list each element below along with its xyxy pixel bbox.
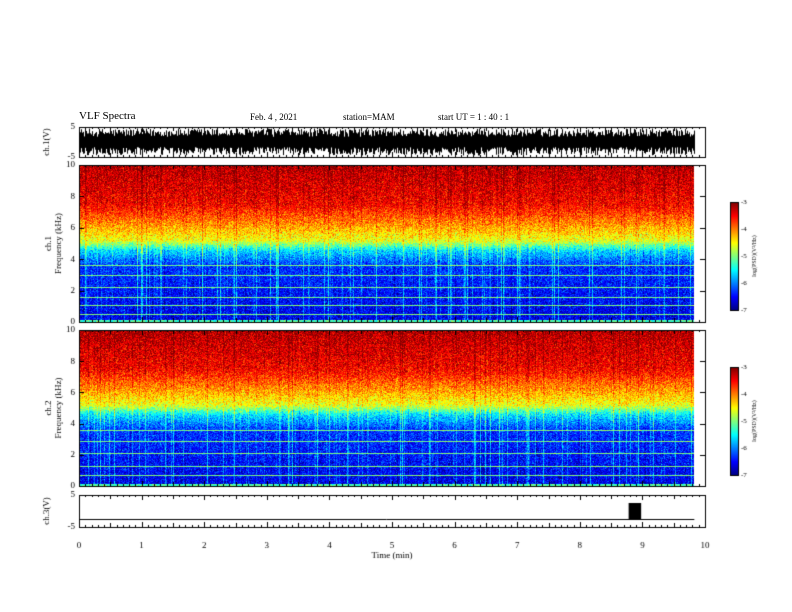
chart-title: VLF Spectra bbox=[79, 110, 136, 122]
station-label: station=MAM bbox=[343, 112, 395, 122]
start-time-label: start UT = 1 : 40 : 1 bbox=[438, 112, 510, 122]
date-label: Feb. 4 , 2021 bbox=[250, 112, 298, 122]
